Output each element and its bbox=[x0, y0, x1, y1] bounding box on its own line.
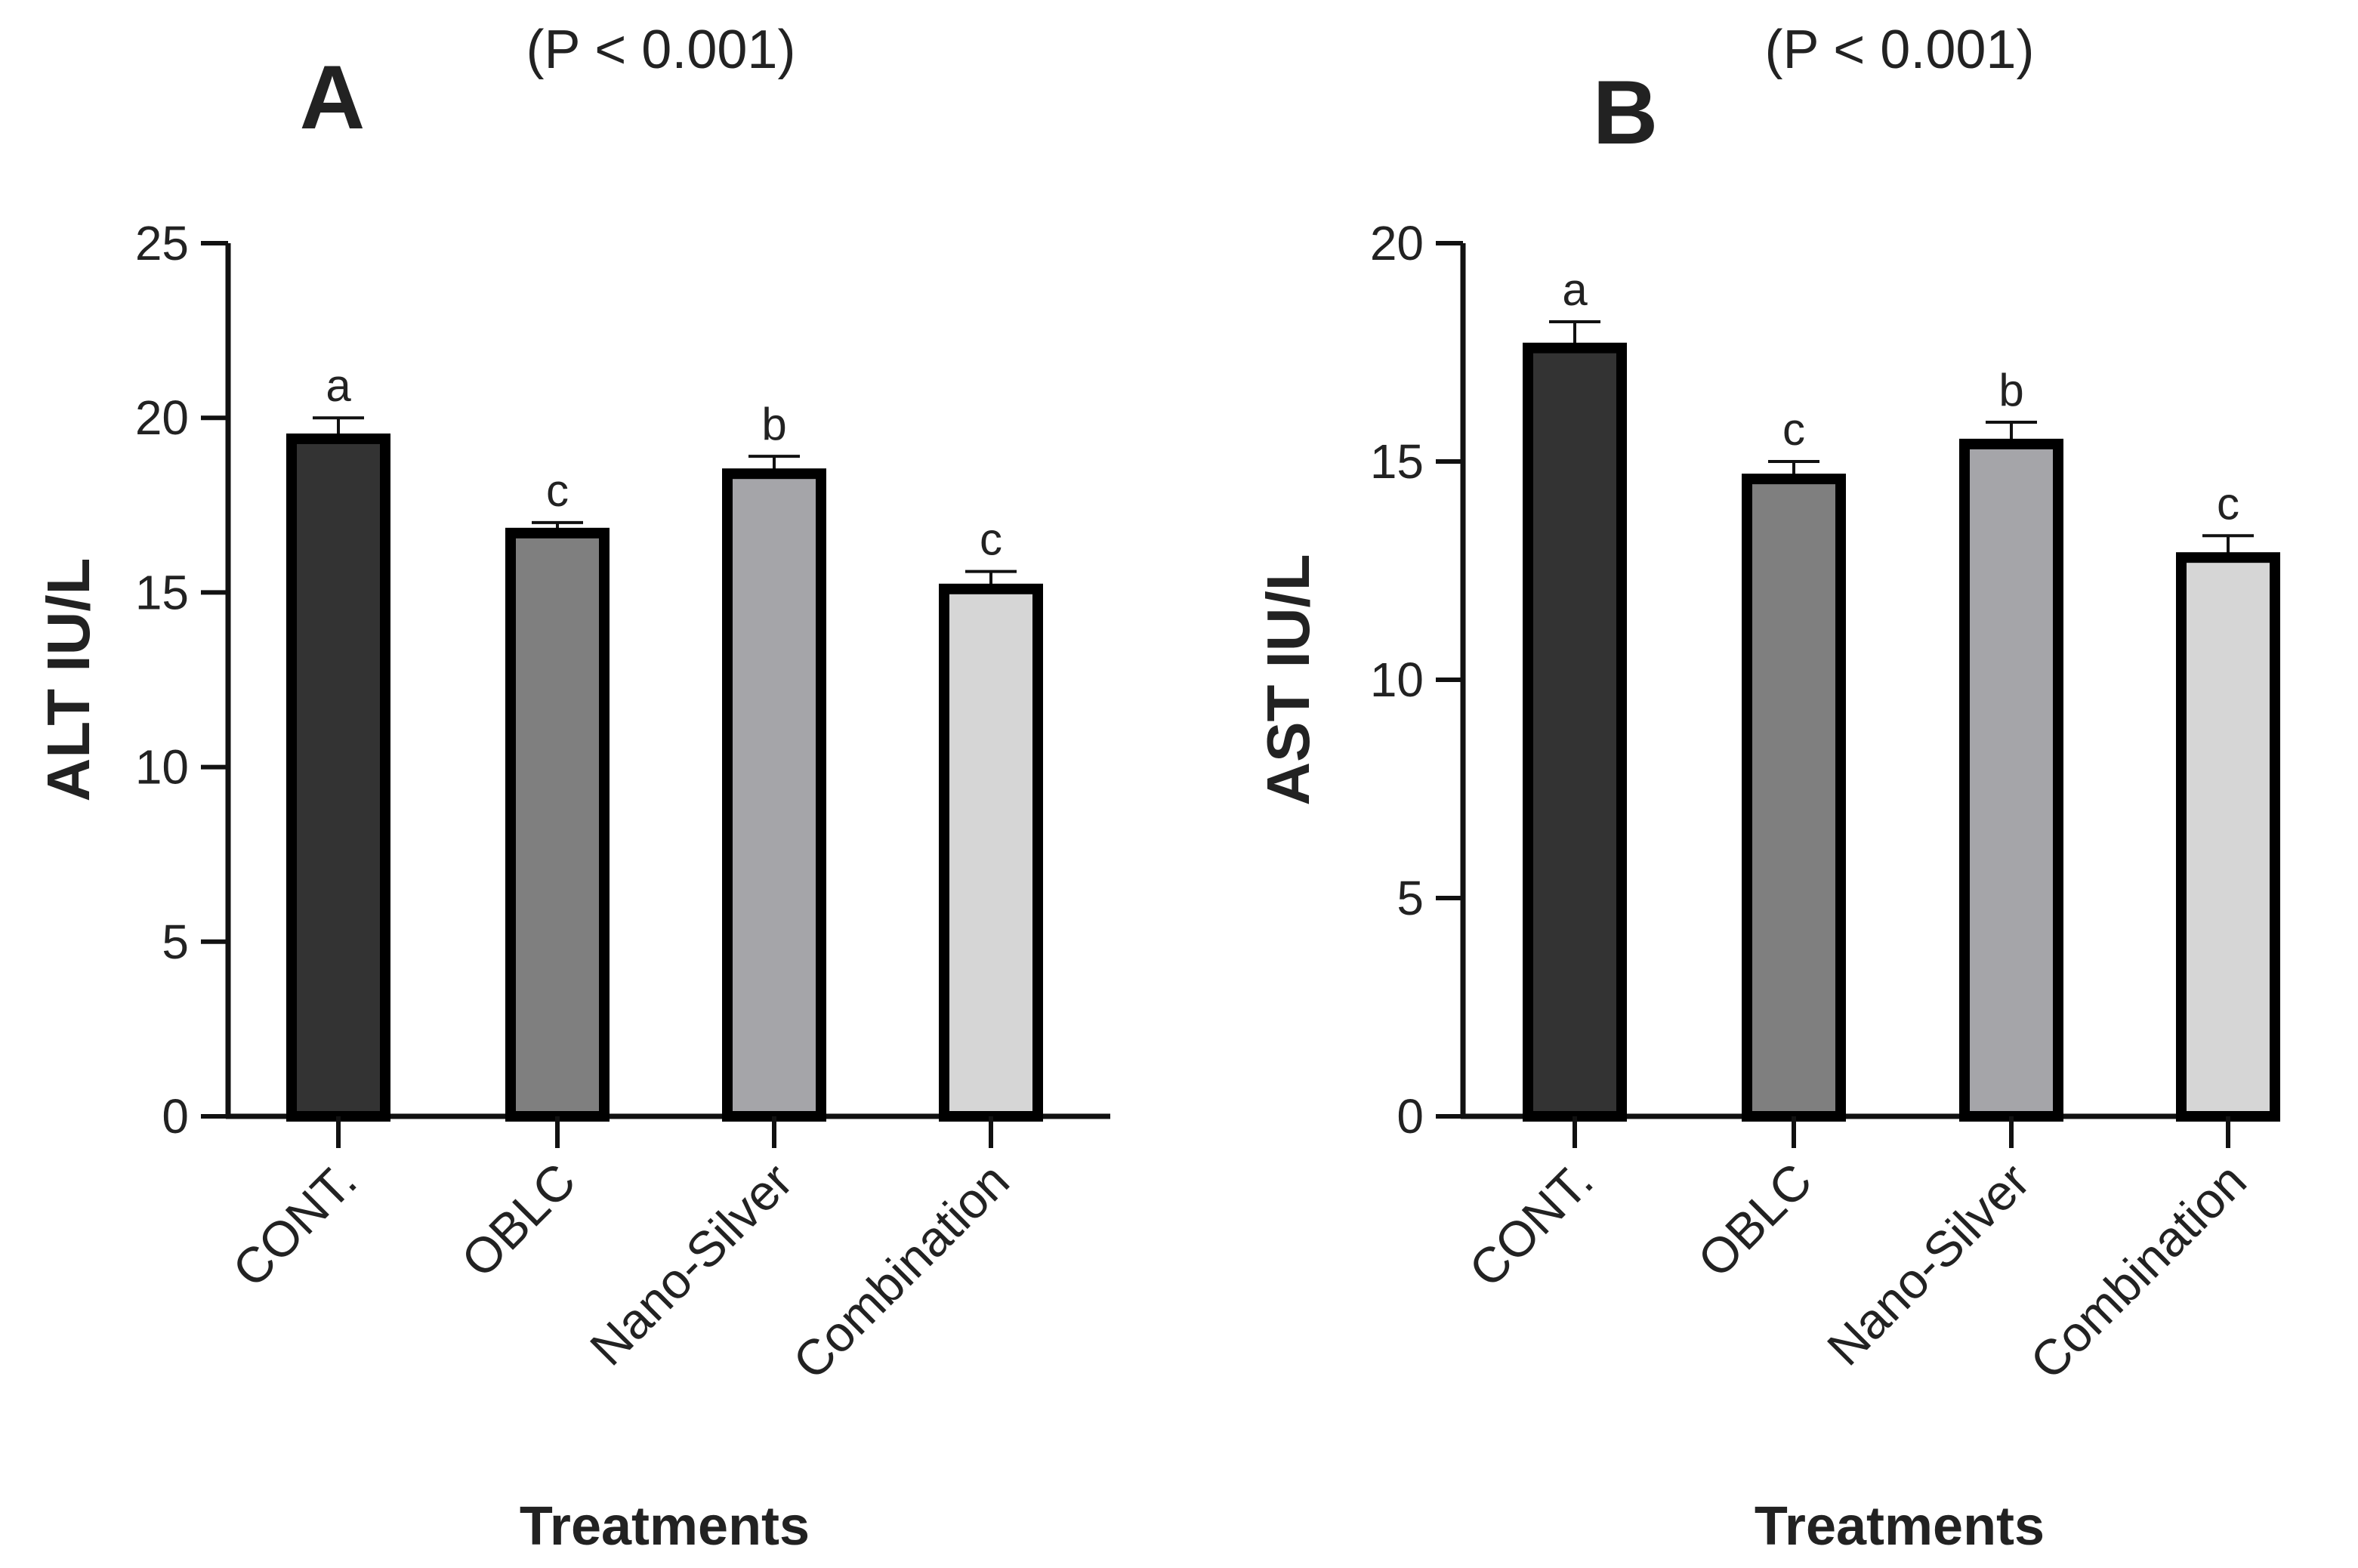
x-tick-label: CONT. bbox=[1458, 1153, 1603, 1298]
bar-oblc bbox=[1742, 474, 1846, 1122]
bar-cont bbox=[286, 433, 390, 1122]
chart-panel-b: B (P < 0.001) 0 5 10 15 20 a CONT. c OBLC b Nano-Sil… bbox=[1255, 20, 2280, 1557]
significance-letter: c bbox=[2217, 478, 2239, 529]
y-tick-label: 10 bbox=[135, 740, 189, 795]
x-tick-label: Nano-Silver bbox=[579, 1153, 803, 1376]
bar-cont bbox=[1523, 342, 1627, 1122]
y-tick-label: 5 bbox=[1397, 871, 1424, 925]
bar-nano-silver bbox=[1959, 438, 2063, 1122]
x-tick-label: CONT. bbox=[222, 1153, 367, 1298]
x-tick-label: Combination bbox=[782, 1153, 1020, 1390]
y-axis-title: AST IU/L bbox=[1255, 554, 1322, 805]
significance-letter: c bbox=[546, 465, 569, 516]
x-axis-title: Treatments bbox=[1755, 1496, 2045, 1557]
chart-panel-a: A (P < 0.001) 0 5 10 15 20 25 a CONT. c OBLC b Nano-S… bbox=[35, 20, 1110, 1557]
significance-letter: a bbox=[1562, 264, 1588, 315]
y-tick-label: 15 bbox=[1370, 434, 1424, 489]
panel-letter: B bbox=[1593, 62, 1659, 163]
y-tick-label: 0 bbox=[162, 1089, 189, 1144]
x-axis-title: Treatments bbox=[520, 1496, 810, 1557]
significance-letter: a bbox=[326, 360, 351, 411]
x-tick-label: Nano-Silver bbox=[1816, 1153, 2040, 1376]
y-tick-label: 10 bbox=[1370, 653, 1424, 707]
x-tick-label: Combination bbox=[2020, 1153, 2257, 1390]
p-value-label: (P < 0.001) bbox=[1765, 20, 2035, 80]
y-axis-title: ALT IU/L bbox=[35, 558, 102, 802]
bar-nano-silver bbox=[722, 468, 826, 1122]
significance-letter: c bbox=[1782, 404, 1805, 455]
y-tick-label: 5 bbox=[162, 915, 189, 969]
y-tick-label: 0 bbox=[1397, 1089, 1424, 1144]
p-value-label: (P < 0.001) bbox=[526, 20, 796, 80]
y-tick-label: 25 bbox=[135, 216, 189, 270]
bar-combination bbox=[2176, 552, 2280, 1122]
x-tick-label: OBLC bbox=[1687, 1153, 1822, 1288]
bar-combination bbox=[939, 583, 1043, 1122]
significance-letter: b bbox=[1998, 365, 2023, 415]
y-tick-label: 20 bbox=[1370, 216, 1424, 270]
y-tick-label: 15 bbox=[135, 565, 189, 619]
bar-oblc bbox=[505, 527, 610, 1122]
significance-letter: c bbox=[980, 514, 1002, 565]
y-tick-label: 20 bbox=[135, 390, 189, 445]
significance-letter: b bbox=[761, 399, 786, 449]
panel-letter: A bbox=[300, 47, 366, 148]
x-tick-label: OBLC bbox=[450, 1153, 585, 1288]
